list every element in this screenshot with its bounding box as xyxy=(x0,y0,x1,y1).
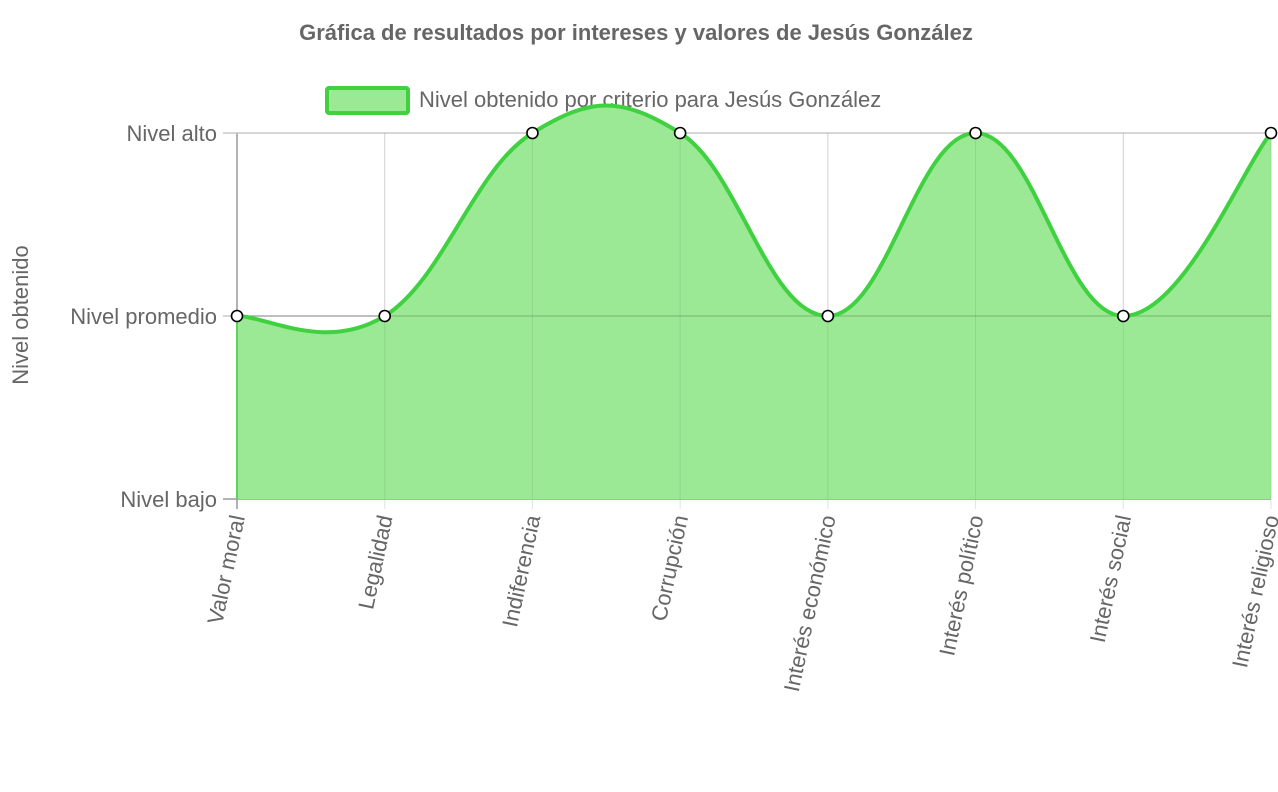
data-point[interactable] xyxy=(969,126,982,140)
x-tick-label: Interés religioso xyxy=(1227,513,1278,670)
data-point[interactable] xyxy=(1264,126,1278,140)
y-tick-label: Nivel promedio xyxy=(70,304,217,329)
legend-label: Nivel obtenido por criterio para Jesús G… xyxy=(419,87,881,112)
x-tick-label: Interés social xyxy=(1085,513,1136,645)
data-point[interactable] xyxy=(673,126,687,140)
y-axis-label: Nivel obtenido xyxy=(8,245,33,384)
data-point[interactable] xyxy=(821,309,835,323)
x-tick-label: Corrupción xyxy=(646,513,693,623)
data-point[interactable] xyxy=(1116,309,1130,323)
legend[interactable]: Nivel obtenido por criterio para Jesús G… xyxy=(325,86,881,115)
y-axis-ticks: Nivel bajo Nivel promedio Nivel alto xyxy=(70,121,217,512)
data-point[interactable] xyxy=(378,309,392,323)
area-layer xyxy=(236,103,1273,500)
legend-swatch xyxy=(325,86,410,115)
x-tick-label: Indiferencia xyxy=(497,512,545,629)
chart-title: Gráfica de resultados por intereses y va… xyxy=(299,20,973,45)
x-tick-label: Interés político xyxy=(934,513,988,658)
y-tick-label: Nivel alto xyxy=(127,121,217,146)
data-point[interactable] xyxy=(230,309,244,323)
x-tick-label: Legalidad xyxy=(353,513,397,612)
x-axis-ticks: Valor moral Legalidad Indiferencia Corrupci… xyxy=(202,512,1278,694)
series-line xyxy=(236,103,1273,335)
x-tick-label: Interés económico xyxy=(779,513,841,694)
x-tick-label: Valor moral xyxy=(202,513,250,627)
data-point[interactable] xyxy=(526,126,539,140)
y-tick-label: Nivel bajo xyxy=(120,487,217,512)
area-fill xyxy=(237,105,1271,500)
data-points xyxy=(230,126,1278,323)
